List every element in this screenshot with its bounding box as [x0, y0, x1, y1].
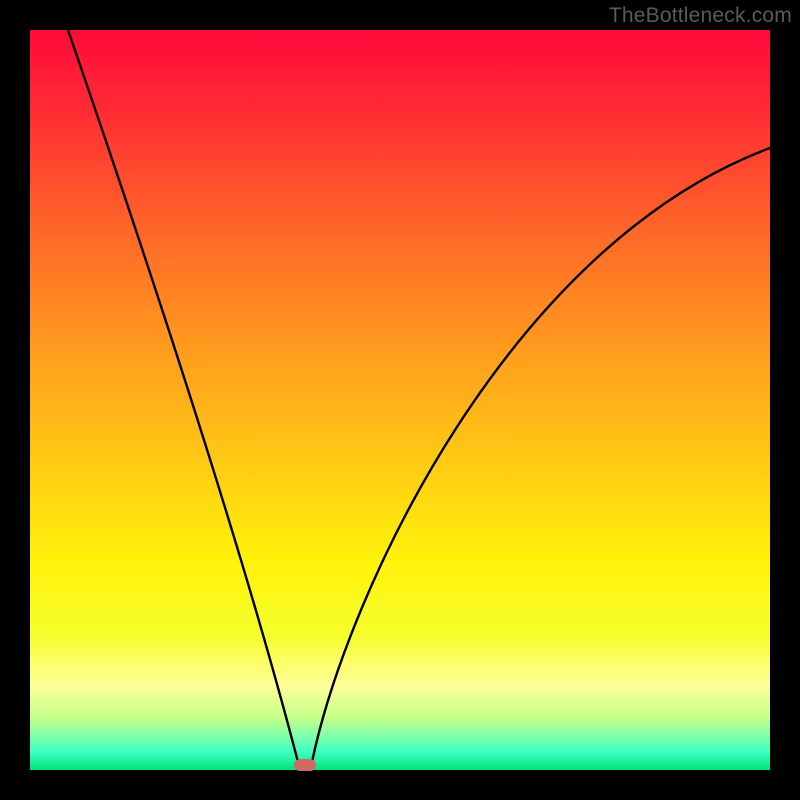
chart-container: TheBottleneck.com — [0, 0, 800, 800]
bottleneck-curve — [30, 30, 770, 770]
plot-area — [30, 30, 770, 770]
optimum-marker — [294, 759, 316, 771]
curve-path — [68, 30, 770, 765]
watermark-text: TheBottleneck.com — [609, 4, 792, 28]
